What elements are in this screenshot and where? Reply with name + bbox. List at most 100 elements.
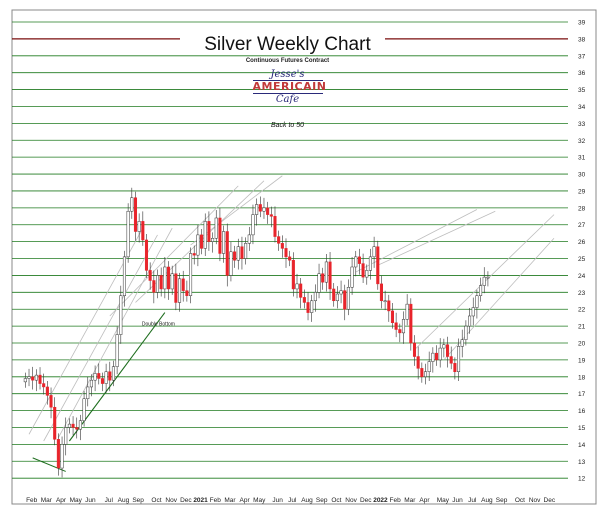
y-tick-label: 24 bbox=[578, 273, 586, 280]
cafe-logo: Jesse's AMERICAIN Cafe bbox=[252, 69, 326, 114]
y-tick-label: 15 bbox=[578, 425, 586, 432]
x-tick-label: May bbox=[70, 497, 83, 504]
candle-body bbox=[108, 371, 112, 381]
candle-body bbox=[233, 251, 237, 261]
channel-line bbox=[443, 237, 555, 361]
plot-frame bbox=[11, 9, 597, 505]
candle-body bbox=[394, 322, 398, 330]
x-tick-label: Jun bbox=[85, 497, 96, 504]
candle-body bbox=[251, 214, 255, 236]
candle-body bbox=[379, 283, 383, 302]
candle-body bbox=[383, 300, 387, 303]
x-tick-label: Oct bbox=[515, 497, 525, 504]
x-tick-label: Dec bbox=[360, 497, 372, 504]
candle-body bbox=[266, 207, 270, 215]
candle-body bbox=[464, 325, 468, 340]
y-tick-label: 28 bbox=[578, 205, 586, 212]
candle-body bbox=[78, 420, 82, 430]
candle-body bbox=[299, 283, 303, 298]
candle-body bbox=[163, 266, 167, 290]
candle-body bbox=[423, 371, 428, 378]
channel-line bbox=[58, 227, 173, 438]
candle-body bbox=[229, 251, 233, 276]
candle-body bbox=[317, 273, 321, 293]
x-tick-label: 2022 bbox=[373, 497, 388, 504]
candle-body bbox=[361, 263, 365, 278]
y-tick-label: 27 bbox=[578, 222, 586, 229]
chart-subtitle: Continuous Futures Contract bbox=[245, 58, 330, 64]
candle-body bbox=[177, 278, 182, 303]
y-tick-label: 25 bbox=[578, 256, 586, 263]
candle-body bbox=[189, 253, 193, 296]
y-tick-label: 18 bbox=[578, 374, 586, 381]
candle-body bbox=[222, 231, 226, 254]
chart-title: Silver Weekly Chart bbox=[204, 34, 371, 55]
candle-body bbox=[313, 292, 317, 302]
x-tick-label: Jul bbox=[468, 497, 477, 504]
x-tick-label: Dec bbox=[180, 497, 192, 504]
x-tick-label: Dec bbox=[544, 497, 556, 504]
candle-body bbox=[306, 302, 310, 313]
y-tick-label: 13 bbox=[578, 459, 586, 466]
x-tick-label: 2021 bbox=[193, 497, 208, 504]
candle-body bbox=[365, 270, 369, 278]
candle-body bbox=[115, 334, 119, 367]
candle-body bbox=[284, 248, 288, 258]
candle-body bbox=[200, 234, 204, 249]
x-tick-label: Nov bbox=[345, 497, 357, 504]
candle-body bbox=[354, 256, 358, 268]
candle-body bbox=[166, 266, 171, 290]
candle-body bbox=[236, 246, 240, 261]
channel-line bbox=[377, 210, 496, 266]
candle-body bbox=[126, 210, 130, 258]
candle-body bbox=[390, 310, 395, 323]
double-bottom-annotation: Double Bottom bbox=[142, 322, 175, 328]
candle-body bbox=[196, 234, 200, 256]
candle-body bbox=[343, 290, 347, 310]
candle-body bbox=[23, 378, 27, 383]
x-tick-label: Nov bbox=[165, 497, 177, 504]
candle-body bbox=[482, 276, 486, 286]
candle-body bbox=[368, 256, 372, 271]
candle-body bbox=[434, 352, 439, 361]
candle-body bbox=[218, 217, 222, 254]
candle-body bbox=[155, 275, 160, 293]
candle-body bbox=[273, 216, 277, 237]
y-tick-label: 31 bbox=[578, 155, 586, 162]
channel-line bbox=[43, 234, 158, 442]
candle-body bbox=[75, 427, 79, 430]
candle-body bbox=[225, 231, 229, 276]
candle-body bbox=[258, 204, 262, 212]
candle-body bbox=[321, 273, 325, 283]
logo-top-text: Jesse's bbox=[270, 69, 305, 80]
candle-body bbox=[475, 295, 479, 308]
x-tick-label: Feb bbox=[26, 497, 38, 504]
candle-body bbox=[34, 374, 38, 381]
candle-body bbox=[192, 253, 196, 256]
x-tick-label: Feb bbox=[390, 497, 402, 504]
candle-body bbox=[427, 361, 431, 372]
candle-body bbox=[479, 285, 483, 296]
candle-body bbox=[335, 293, 339, 302]
candle-body bbox=[449, 356, 453, 364]
x-tick-label: Aug bbox=[118, 497, 130, 504]
candle-body bbox=[133, 197, 138, 232]
candle-body bbox=[89, 379, 93, 388]
candle-body bbox=[398, 329, 402, 334]
candle-body bbox=[97, 373, 101, 379]
candle-body bbox=[82, 398, 86, 421]
y-tick-label: 26 bbox=[578, 239, 586, 246]
candle-body bbox=[247, 234, 251, 244]
x-tick-label: Sep bbox=[316, 497, 328, 504]
candle-body bbox=[401, 319, 406, 334]
candle-body bbox=[93, 373, 97, 381]
candle-body bbox=[214, 217, 218, 239]
candle-body bbox=[291, 259, 295, 290]
candle-body bbox=[181, 278, 185, 291]
y-tick-label: 17 bbox=[578, 391, 586, 398]
candle-body bbox=[405, 303, 409, 320]
y-tick-label: 35 bbox=[578, 87, 586, 94]
title-block: Silver Weekly Chart Continuous Futures C… bbox=[190, 34, 385, 129]
